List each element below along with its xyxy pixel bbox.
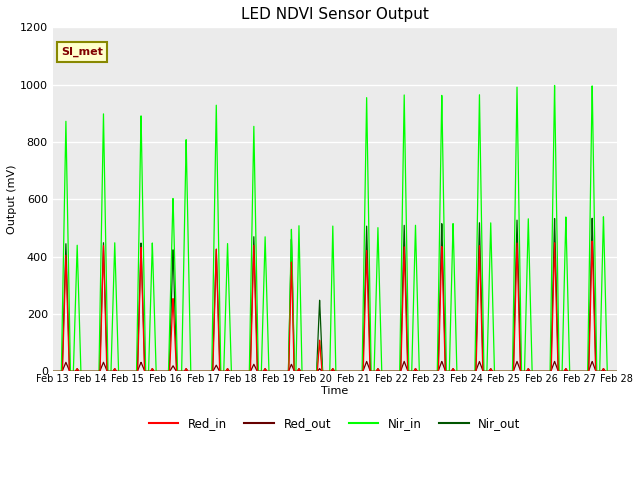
Red_out [151, 369, 159, 374]
Nir_out [513, 243, 520, 249]
Line: Red_in: Red_in [52, 241, 616, 372]
Nir_in [513, 125, 520, 131]
Red_in [151, 369, 159, 374]
Nir_in [470, 369, 477, 374]
Legend: Red_in, Red_out, Nir_in, Nir_out: Red_in, Red_out, Nir_in, Nir_out [144, 412, 525, 434]
Red_out [612, 369, 620, 374]
Red_out [387, 369, 395, 374]
Red_in [588, 238, 596, 244]
Nir_out [49, 369, 56, 374]
Nir_in [612, 369, 620, 374]
Red_in [387, 369, 395, 374]
Red_in [612, 369, 620, 374]
Nir_in [415, 369, 423, 374]
Nir_out [470, 369, 477, 374]
Line: Red_out: Red_out [52, 361, 616, 372]
Nir_out [387, 369, 395, 374]
Red_in [415, 369, 423, 374]
Red_out [513, 360, 520, 366]
Title: LED NDVI Sensor Output: LED NDVI Sensor Output [241, 7, 429, 22]
Nir_out [264, 369, 272, 374]
Red_out [401, 359, 408, 364]
Red_out [49, 369, 56, 374]
Red_in [49, 369, 56, 374]
Nir_in [49, 369, 56, 374]
X-axis label: Time: Time [321, 385, 348, 396]
Text: SI_met: SI_met [61, 47, 103, 57]
Red_out [264, 369, 272, 374]
Red_in [264, 369, 272, 374]
Line: Nir_out: Nir_out [52, 218, 616, 372]
Line: Nir_in: Nir_in [52, 85, 616, 372]
Nir_out [588, 216, 596, 221]
Nir_out [151, 369, 159, 374]
Nir_out [415, 369, 423, 374]
Y-axis label: Output (mV): Output (mV) [7, 165, 17, 234]
Red_in [470, 369, 477, 374]
Nir_out [612, 369, 620, 374]
Nir_in [151, 336, 159, 341]
Nir_in [551, 83, 559, 88]
Red_out [416, 369, 424, 374]
Red_in [513, 264, 520, 270]
Red_out [470, 369, 477, 374]
Nir_in [387, 369, 395, 374]
Nir_in [264, 343, 272, 349]
